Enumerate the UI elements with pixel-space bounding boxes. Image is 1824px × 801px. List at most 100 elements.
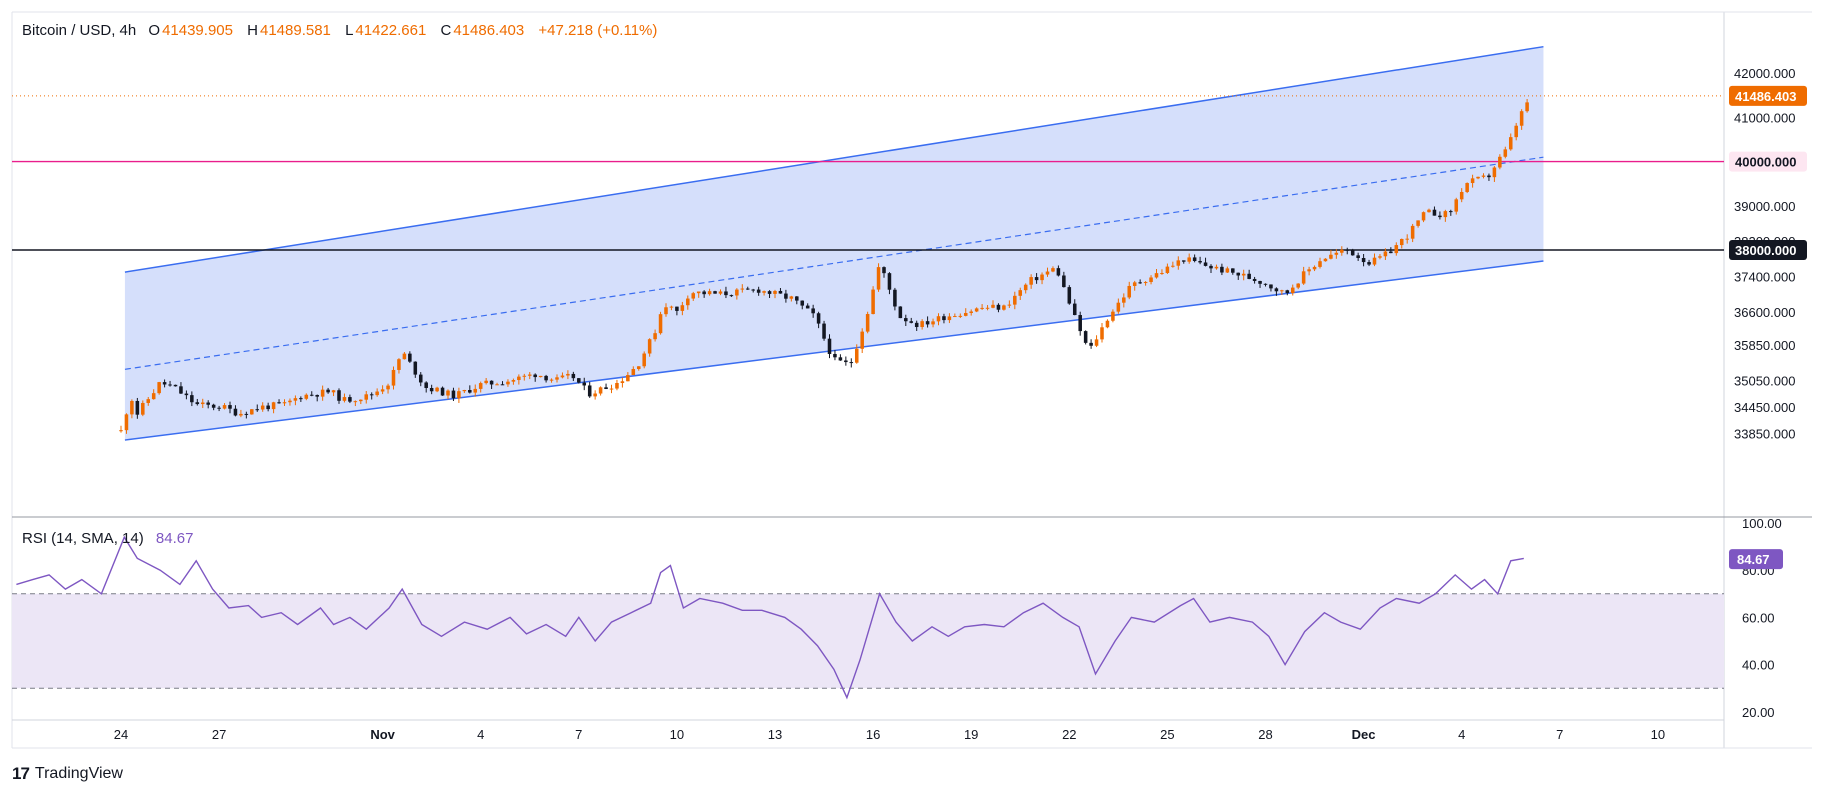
candle[interactable] [626,372,630,382]
candle[interactable] [1356,252,1360,261]
candle[interactable] [457,387,461,403]
candle[interactable] [1231,268,1235,275]
channel-mid-line[interactable] [124,156,1544,370]
candle[interactable] [566,370,570,380]
candle[interactable] [255,404,260,412]
candle[interactable] [1285,289,1290,296]
candle[interactable] [1051,266,1055,273]
candle[interactable] [364,390,369,404]
candle[interactable] [1345,247,1350,255]
candle[interactable] [1476,176,1480,180]
candle[interactable] [1296,283,1300,290]
candle[interactable] [1138,279,1142,284]
candle[interactable] [190,391,194,407]
candle[interactable] [446,389,450,400]
candle[interactable] [162,379,167,388]
candle[interactable] [413,361,418,378]
candle[interactable] [1361,254,1366,267]
candle[interactable] [795,296,799,305]
candle[interactable] [533,373,537,382]
candle[interactable] [871,286,875,315]
candle[interactable] [587,381,592,398]
candle[interactable] [522,373,527,381]
candle[interactable] [1225,266,1230,273]
candle[interactable] [271,401,276,414]
candle[interactable] [320,385,325,401]
candle[interactable] [958,313,963,319]
candle[interactable] [598,386,603,396]
candle[interactable] [337,388,341,404]
candle[interactable] [418,372,423,387]
candle[interactable] [571,371,576,382]
candle[interactable] [1514,122,1518,141]
candle[interactable] [696,291,701,298]
candle[interactable] [882,266,886,278]
candle[interactable] [408,351,412,363]
candle[interactable] [1525,98,1529,113]
candle[interactable] [369,392,374,400]
candle[interactable] [1023,283,1028,294]
candle[interactable] [440,386,445,396]
candle[interactable] [239,409,243,418]
candle[interactable] [833,350,837,361]
candle[interactable] [135,397,140,419]
candle[interactable] [1427,208,1431,213]
candle[interactable] [250,409,254,415]
candle[interactable] [304,393,309,401]
candle[interactable] [653,329,657,342]
rsi-name[interactable]: RSI (14, SMA, 14) [22,530,144,547]
candle[interactable] [1072,299,1077,316]
candle[interactable] [359,399,363,405]
candle[interactable] [914,320,919,331]
candle[interactable] [179,382,183,394]
candle[interactable] [429,384,434,395]
candle[interactable] [985,305,990,311]
candle[interactable] [1508,133,1513,151]
candle[interactable] [478,381,483,393]
candle[interactable] [800,300,805,310]
candle[interactable] [1312,265,1317,272]
symbol-name[interactable]: Bitcoin / USD, 4h [22,22,137,39]
candle[interactable] [1149,275,1153,285]
candle[interactable] [1143,281,1148,286]
candle[interactable] [151,389,156,400]
candle[interactable] [489,380,494,390]
candle[interactable] [1002,304,1006,311]
candle[interactable] [904,314,908,326]
candle[interactable] [1399,238,1404,249]
candle[interactable] [1165,263,1170,274]
candle[interactable] [805,303,810,309]
candle[interactable] [669,305,674,311]
candle[interactable] [1340,246,1344,256]
candle[interactable] [718,289,723,296]
candle[interactable] [702,290,706,298]
candle[interactable] [1301,266,1306,285]
candle[interactable] [277,399,281,404]
candle[interactable] [462,389,467,393]
candle[interactable] [974,307,979,313]
candle[interactable] [1045,267,1050,277]
candle[interactable] [729,294,734,297]
candle[interactable] [217,405,221,412]
candle[interactable] [844,356,848,366]
candle[interactable] [1220,263,1224,276]
candle[interactable] [675,306,679,316]
candle[interactable] [555,374,559,383]
candle[interactable] [980,304,984,310]
candle[interactable] [1350,248,1355,256]
candle[interactable] [615,379,619,391]
candle[interactable] [1258,280,1262,288]
candle[interactable] [876,263,881,292]
candle[interactable] [1171,261,1175,268]
candle[interactable] [735,288,739,300]
candle[interactable] [315,394,319,402]
candle[interactable] [544,374,548,383]
candle[interactable] [778,288,783,294]
candle[interactable] [195,398,200,406]
candle[interactable] [942,313,946,324]
price-pane[interactable] [12,45,1724,441]
candle[interactable] [707,288,712,296]
candle[interactable] [1198,256,1202,265]
candle[interactable] [784,289,788,303]
candle[interactable] [1181,260,1186,264]
